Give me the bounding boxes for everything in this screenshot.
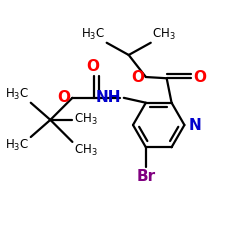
Text: NH: NH: [96, 90, 121, 105]
Text: CH$_3$: CH$_3$: [74, 112, 97, 128]
Text: O: O: [87, 59, 100, 74]
Text: N: N: [189, 118, 202, 132]
Text: O: O: [58, 90, 70, 105]
Text: H$_3$C: H$_3$C: [6, 86, 30, 102]
Text: O: O: [131, 70, 144, 84]
Text: Br: Br: [136, 169, 156, 184]
Text: CH$_3$: CH$_3$: [74, 143, 97, 158]
Text: H$_3$C: H$_3$C: [6, 138, 30, 153]
Text: CH$_3$: CH$_3$: [152, 26, 176, 42]
Text: O: O: [193, 70, 206, 84]
Text: H$_3$C: H$_3$C: [81, 26, 106, 42]
